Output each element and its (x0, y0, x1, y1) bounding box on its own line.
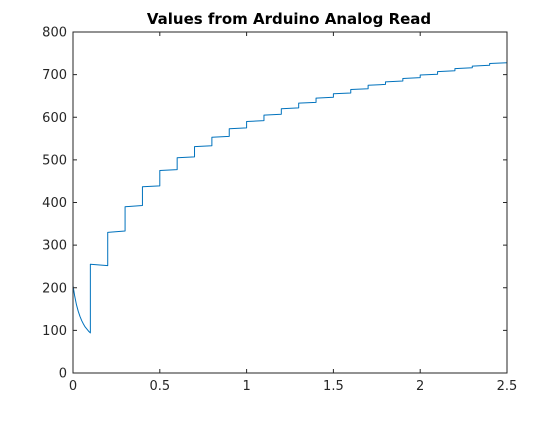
axes: 0 0.5 1 1.5 2 2.5 0 100 200 300 400 500 600 700 800 (42, 26, 517, 395)
series-line-0 (72, 62, 508, 334)
y-tick-label: 300 (42, 239, 67, 254)
plot-area (72, 62, 508, 334)
x-tick-label: 2.5 (497, 379, 518, 394)
x-tick-label: 1 (242, 379, 250, 394)
y-tick-label: 100 (42, 324, 67, 339)
y-tick-label: 700 (42, 68, 67, 83)
y-tick-label: 500 (42, 153, 67, 168)
y-tick-label: 800 (42, 26, 67, 41)
y-tick-label: 200 (42, 281, 67, 296)
y-tick-label: 600 (42, 111, 67, 126)
y-tick-label: 400 (42, 196, 67, 211)
x-tick-label: 1.5 (323, 379, 344, 394)
axes-box (72, 31, 508, 374)
chart-title: Values from Arduino Analog Read (147, 10, 431, 28)
y-tick-label: 0 (59, 367, 67, 382)
x-tick-label: 2 (416, 379, 424, 394)
x-tick-label: 0.5 (149, 379, 170, 394)
x-tick-label: 0 (69, 379, 77, 394)
